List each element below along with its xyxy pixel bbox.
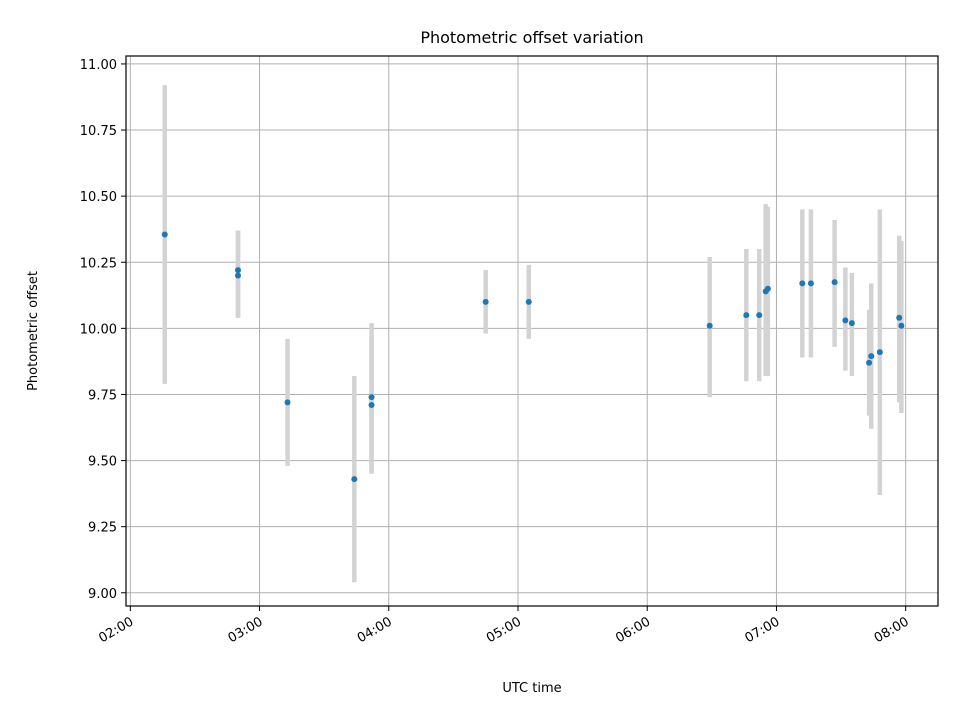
x-tick-label: 05:00	[484, 614, 524, 646]
data-point	[235, 267, 241, 274]
y-tick-label: 9.25	[88, 521, 117, 536]
x-tick-label: 03:00	[226, 614, 266, 646]
y-tick-label: 10.25	[80, 256, 117, 271]
data-point	[876, 349, 883, 356]
data-point	[898, 322, 905, 329]
x-axis-label: UTC time	[502, 681, 561, 696]
data-point	[896, 314, 903, 321]
error-bars	[162, 85, 904, 583]
data-point	[868, 353, 875, 360]
grid	[126, 56, 938, 606]
y-axis-label: Photometric offset	[26, 271, 41, 391]
y-axis-ticks: 9.00 9.25 9.50 9.75 10.00 10.25 10.50 10.75 11.0…	[80, 58, 126, 602]
data-point	[807, 280, 814, 287]
data-point	[799, 280, 806, 287]
data-point	[842, 317, 849, 324]
y-tick-label: 9.50	[88, 455, 117, 470]
x-tick-label: 07:00	[743, 614, 783, 646]
data-point	[284, 399, 291, 406]
x-tick-label: 08:00	[872, 614, 912, 646]
data-point	[706, 322, 713, 329]
data-point	[764, 285, 771, 292]
data-point	[235, 272, 241, 279]
data-point	[831, 279, 838, 286]
y-tick-label: 10.00	[80, 322, 117, 337]
data-point	[756, 312, 763, 319]
data-point	[368, 402, 375, 409]
y-tick-label: 10.75	[80, 124, 117, 139]
x-axis-ticks: 02:00 03:00 04:00 05:00 06:00 07:00 08:00	[96, 606, 912, 646]
data-point	[482, 298, 489, 305]
data-point	[866, 359, 873, 366]
plot-frame	[125, 55, 939, 607]
y-tick-label: 11.00	[80, 58, 117, 73]
x-tick-label: 04:00	[355, 614, 395, 646]
data-point	[351, 476, 358, 483]
data-points	[161, 231, 905, 483]
data-point	[368, 394, 375, 401]
data-point	[161, 231, 168, 238]
data-point	[848, 320, 855, 327]
chart-title: Photometric offset variation	[420, 28, 643, 47]
x-tick-label: 06:00	[613, 614, 653, 646]
data-point	[525, 298, 532, 305]
y-tick-label: 10.50	[80, 190, 117, 205]
x-tick-label: 02:00	[96, 614, 136, 646]
y-tick-label: 9.00	[88, 587, 117, 602]
data-point	[743, 312, 750, 319]
y-tick-label: 9.75	[88, 388, 117, 403]
